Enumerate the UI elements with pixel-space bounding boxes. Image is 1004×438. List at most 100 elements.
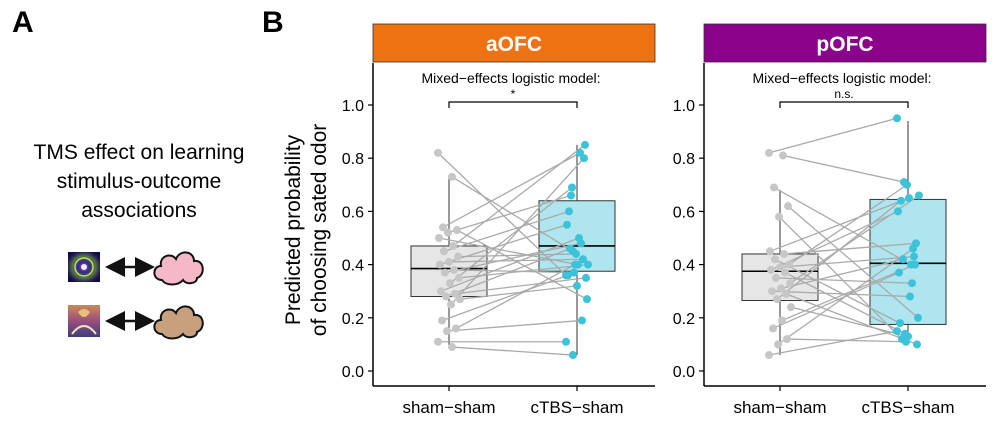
- aofc-pair-line: [451, 346, 574, 356]
- pofc-sham-point: [773, 295, 781, 304]
- aofc-sham-point: [441, 268, 449, 277]
- y-axis-label-line-2: of choosing sated odor: [308, 124, 331, 336]
- pofc-title: pOFC: [816, 33, 873, 56]
- kaleidoscope-image-icon: [68, 252, 100, 282]
- pofc-sham-point: [778, 316, 786, 325]
- aofc-sham-point: [448, 343, 456, 352]
- pofc-ctbs-point: [913, 340, 921, 349]
- aofc-ctbs-point: [583, 295, 591, 304]
- pofc-ctbs-point: [903, 180, 911, 189]
- chart-pofc: pOFC 0.0 0.2 0.4 0.6 0.8 1.0 sham−sham cTBS−sham…: [673, 23, 987, 417]
- aofc-ctbs-point: [565, 207, 573, 216]
- pofc-y-tick-label: 0.4: [673, 258, 695, 275]
- pofc-y-tick-label: 0.6: [673, 204, 695, 221]
- aofc-model-annotation: Mixed−effects logistic model:: [421, 70, 600, 86]
- pofc-sham-point: [777, 284, 785, 293]
- pofc-sham-point: [768, 287, 776, 296]
- pofc-header-strip: [703, 23, 987, 63]
- aofc-pair-line: [453, 269, 575, 274]
- aofc-pair-line: [447, 194, 572, 234]
- panel-b-letter: B: [262, 6, 284, 39]
- pofc-sham-point: [782, 289, 790, 298]
- pofc-sham-point: [772, 273, 780, 282]
- aofc-ctbs-point: [571, 260, 579, 269]
- aofc-sham-point: [444, 228, 452, 237]
- aofc-ctbs-point: [575, 234, 583, 242]
- aofc-sham-point: [449, 241, 457, 250]
- aofc-header-strip: [372, 23, 656, 63]
- pofc-x-tick-label: cTBS−sham: [861, 398, 954, 417]
- pofc-sham-point: [779, 151, 787, 160]
- pofc-ctbs-point: [910, 252, 918, 261]
- aofc-pair-line: [440, 237, 580, 292]
- aofc-pair-line: [452, 144, 586, 247]
- pofc-sham-point: [767, 265, 775, 274]
- aofc-pair-line: [451, 176, 574, 252]
- pofc-ctbs-point: [899, 255, 907, 264]
- pofc-sham-point: [783, 335, 791, 344]
- pofc-sham-point: [785, 260, 793, 269]
- aofc-sham-point: [446, 279, 454, 288]
- aofc-ctbs-point: [562, 337, 570, 346]
- pofc-ctbs-point: [894, 207, 902, 216]
- aofc-y-tick-label: 0.6: [342, 204, 364, 221]
- aofc-pair-line: [446, 319, 583, 332]
- aofc-sham-point: [440, 247, 448, 256]
- aofc-pair-line: [450, 157, 585, 305]
- aofc-pair-line: [444, 242, 582, 274]
- y-axis-label-line-1: Predicted probability: [282, 134, 305, 325]
- aofc-sham-point: [437, 287, 445, 296]
- pofc-sham-point: [786, 279, 794, 288]
- aofc-sham-point: [434, 337, 442, 346]
- aofc-ctbs-point: [568, 183, 576, 192]
- aofc-ctbs-point: [569, 351, 577, 360]
- pofc-pair-line: [775, 277, 913, 284]
- aofc-pair-line: [443, 210, 570, 252]
- aofc-sham-point: [435, 234, 443, 242]
- pofc-pair-line: [773, 186, 912, 266]
- pofc-sham-point: [776, 263, 784, 272]
- aofc-sham-point: [438, 316, 446, 325]
- pofc-pair-line: [770, 210, 899, 271]
- chart-aofc: aOFC 0.0 0.2 0.4 0.6 0.8 1.0 sham−sham cTBS−sham…: [342, 23, 656, 417]
- pofc-pair-line: [776, 200, 902, 300]
- pofc-pair-line: [771, 290, 911, 298]
- aofc-sham-point: [451, 289, 459, 298]
- pofc-pair-line: [783, 242, 917, 255]
- pofc-box-1: [869, 198, 947, 325]
- pofc-sham-point: [787, 303, 795, 312]
- cloud-icon: [153, 305, 204, 340]
- pofc-ctbs-point: [896, 319, 904, 328]
- pofc-sham-point: [769, 324, 777, 333]
- pofc-pair-line: [785, 293, 918, 346]
- aofc-sham-point: [450, 265, 458, 274]
- panel-a-letter: A: [12, 6, 34, 39]
- caption-line-3: associations: [81, 199, 197, 222]
- pofc-ctbs-point: [893, 327, 901, 336]
- pofc-pair-line: [781, 264, 916, 322]
- pofc-ctbs-point: [897, 196, 905, 205]
- aofc-ctbs-point: [578, 316, 586, 325]
- aofc-sham-point: [456, 295, 464, 304]
- pofc-sham-point: [784, 202, 792, 211]
- pofc-pair-line: [768, 330, 898, 356]
- pofc-ctbs-point: [895, 268, 903, 277]
- aofc-ctbs-point: [573, 281, 581, 290]
- pofc-sham-point: [770, 183, 778, 192]
- pofc-significance-label: n.s.: [834, 87, 853, 101]
- pofc-ctbs-point: [915, 191, 923, 200]
- aofc-ctbs-point: [580, 154, 588, 163]
- aofc-sham-point: [439, 223, 447, 232]
- pofc-sham-point: [775, 212, 783, 221]
- aofc-sham-point: [453, 226, 461, 235]
- aofc-title: aOFC: [486, 33, 542, 56]
- pofc-pair-line: [772, 271, 900, 330]
- fractal-image-icon: [68, 305, 100, 337]
- aofc-ctbs-point: [566, 244, 574, 253]
- pofc-sham-point: [771, 255, 779, 264]
- aofc-ctbs-point: [570, 268, 578, 277]
- pofc-pair-line: [774, 258, 901, 324]
- pofc-ctbs-point: [893, 114, 901, 123]
- aofc-ctbs-point: [564, 271, 572, 280]
